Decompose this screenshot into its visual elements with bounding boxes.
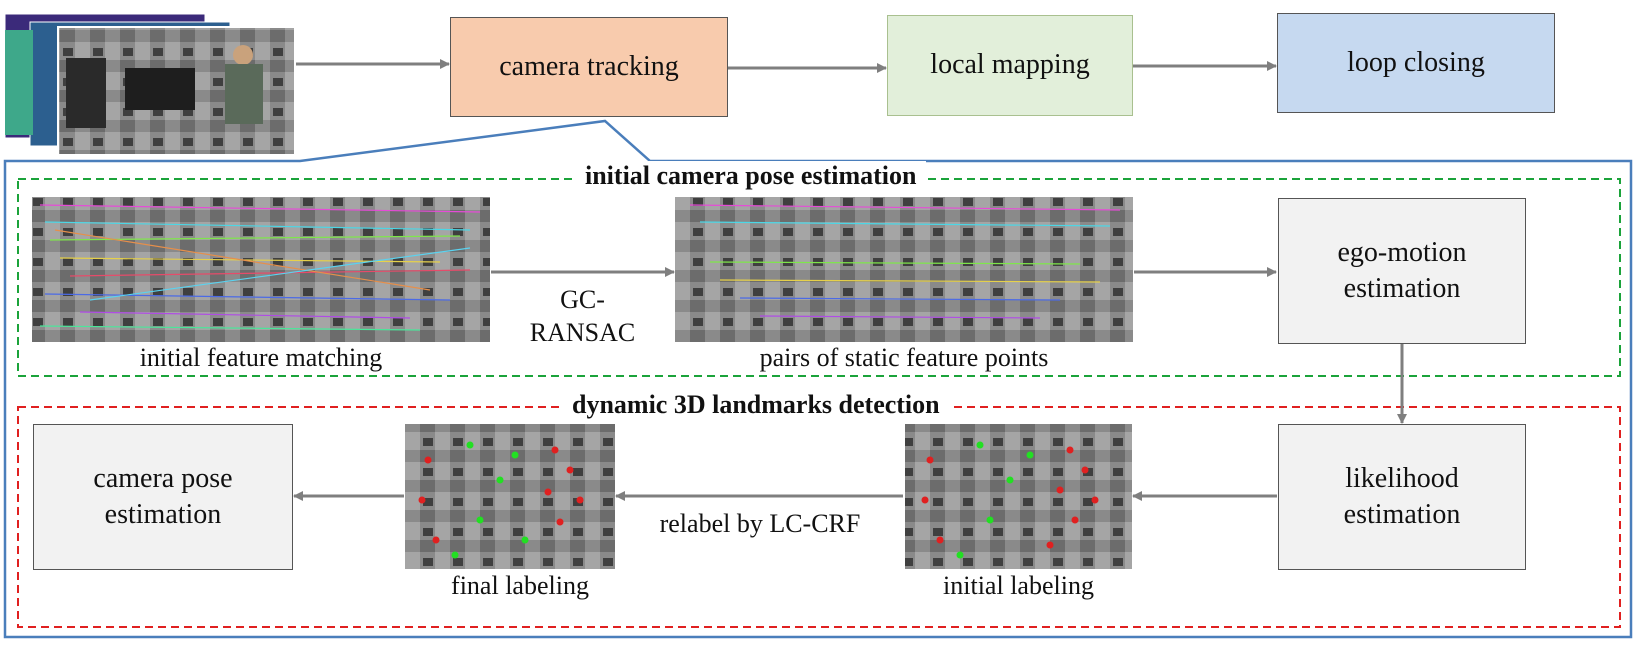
dynamic-section-title: dynamic 3D landmarks detection bbox=[562, 390, 950, 420]
local-mapping-label: local mapping bbox=[930, 49, 1090, 81]
camera-pose-line1: camera pose bbox=[93, 462, 233, 494]
likelihood-line1: likelihood bbox=[1345, 462, 1459, 494]
loop-closing-label: loop closing bbox=[1347, 46, 1485, 78]
static-pairs-image bbox=[675, 197, 1133, 342]
likelihood-box: likelihood estimation bbox=[1278, 424, 1526, 570]
ego-motion-box: ego-motion estimation bbox=[1278, 198, 1526, 344]
loop-closing-box: loop closing bbox=[1277, 13, 1555, 113]
feature-matching-image bbox=[32, 197, 490, 342]
camera-tracking-box: camera tracking bbox=[450, 17, 728, 117]
initial-feature-matching-label: initial feature matching bbox=[139, 343, 383, 372]
camera-pose-line2: estimation bbox=[104, 499, 222, 530]
pose-section-title: initial camera pose estimation bbox=[575, 161, 927, 191]
final-labeling-image bbox=[405, 424, 615, 569]
static-pairs-label: pairs of static feature points bbox=[759, 343, 1049, 372]
gc-ransac-label: GC- RANSAC bbox=[500, 284, 665, 349]
ego-motion-line1: ego-motion bbox=[1337, 236, 1467, 268]
ego-motion-line2: estimation bbox=[1343, 273, 1461, 304]
detail-panel-outline bbox=[3, 119, 1633, 639]
camera-pose-box: camera pose estimation bbox=[33, 424, 293, 570]
initial-labeling-image bbox=[905, 424, 1132, 569]
final-labeling-label: final labeling bbox=[451, 571, 589, 600]
camera-tracking-label: camera tracking bbox=[499, 50, 679, 82]
initial-labeling-label: initial labeling bbox=[943, 571, 1094, 600]
relabel-label: relabel by LC-CRF bbox=[659, 509, 861, 538]
input-frames-stack bbox=[4, 13, 296, 156]
likelihood-line2: estimation bbox=[1343, 499, 1461, 530]
gc-ransac-line1: GC- bbox=[560, 285, 605, 314]
local-mapping-box: local mapping bbox=[887, 15, 1133, 116]
gc-ransac-line2: RANSAC bbox=[529, 317, 636, 347]
